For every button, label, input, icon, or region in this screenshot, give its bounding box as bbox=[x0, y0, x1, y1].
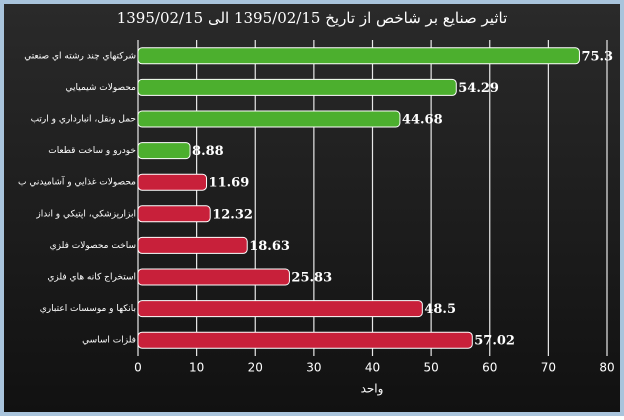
value-label: 25.83 bbox=[291, 271, 332, 286]
bar bbox=[137, 268, 290, 286]
value-label: 8.88 bbox=[192, 144, 224, 159]
chart-title: تاثیر صنایع بر شاخص از تاریخ 1395/02/15 … bbox=[117, 9, 508, 27]
bar bbox=[137, 205, 211, 223]
y-tick-label: استخراج كانه هاي فلزي bbox=[47, 273, 136, 283]
y-tick-label: شرکتهاي چند رشته اي صنعتي bbox=[24, 51, 136, 61]
value-label: 57.02 bbox=[474, 334, 515, 349]
bar bbox=[137, 110, 401, 128]
x-tick-label: 70 bbox=[541, 361, 556, 375]
bar bbox=[137, 78, 457, 96]
value-label: 48.5 bbox=[424, 302, 456, 317]
y-tick-label: حمل ونقل، انبارداري و ارتب bbox=[31, 115, 136, 125]
x-tick-label: 60 bbox=[482, 361, 497, 375]
value-label: 18.63 bbox=[249, 239, 290, 254]
x-tick-label: 10 bbox=[189, 361, 204, 375]
y-tick-label: محصولات غذايي و آشاميدني ب bbox=[18, 176, 136, 188]
bar bbox=[137, 47, 580, 65]
background bbox=[4, 4, 620, 412]
value-label: 11.69 bbox=[209, 176, 250, 191]
value-label: 44.68 bbox=[402, 113, 443, 128]
bar bbox=[137, 142, 191, 160]
x-tick-label: 20 bbox=[248, 361, 263, 375]
bar bbox=[137, 173, 208, 191]
bar bbox=[137, 331, 473, 349]
y-tick-label: فلزات اساسي bbox=[82, 336, 136, 346]
x-tick-label: 40 bbox=[365, 361, 380, 375]
y-tick-label: محصولات شيميايي bbox=[66, 83, 137, 93]
y-tick-label: ساخت محصولات فلزي bbox=[50, 241, 136, 251]
y-tick-label: خودرو و ساخت قطعات bbox=[48, 146, 136, 156]
y-tick-label: ابزارپزشكي، اپتيكي و انداز bbox=[35, 209, 136, 219]
y-tick-label: بانكها و موسسات اعتباري bbox=[40, 304, 136, 314]
bar bbox=[137, 236, 248, 254]
x-tick-label: 0 bbox=[134, 361, 142, 375]
value-label: 54.29 bbox=[458, 81, 499, 96]
bar bbox=[137, 300, 423, 318]
value-label: 75.3 bbox=[581, 49, 613, 64]
x-axis-label: واحد bbox=[361, 382, 384, 397]
x-tick-label: 30 bbox=[306, 361, 321, 375]
x-tick-label: 80 bbox=[599, 361, 614, 375]
x-tick-label: 50 bbox=[423, 361, 438, 375]
value-label: 12.32 bbox=[212, 207, 253, 222]
